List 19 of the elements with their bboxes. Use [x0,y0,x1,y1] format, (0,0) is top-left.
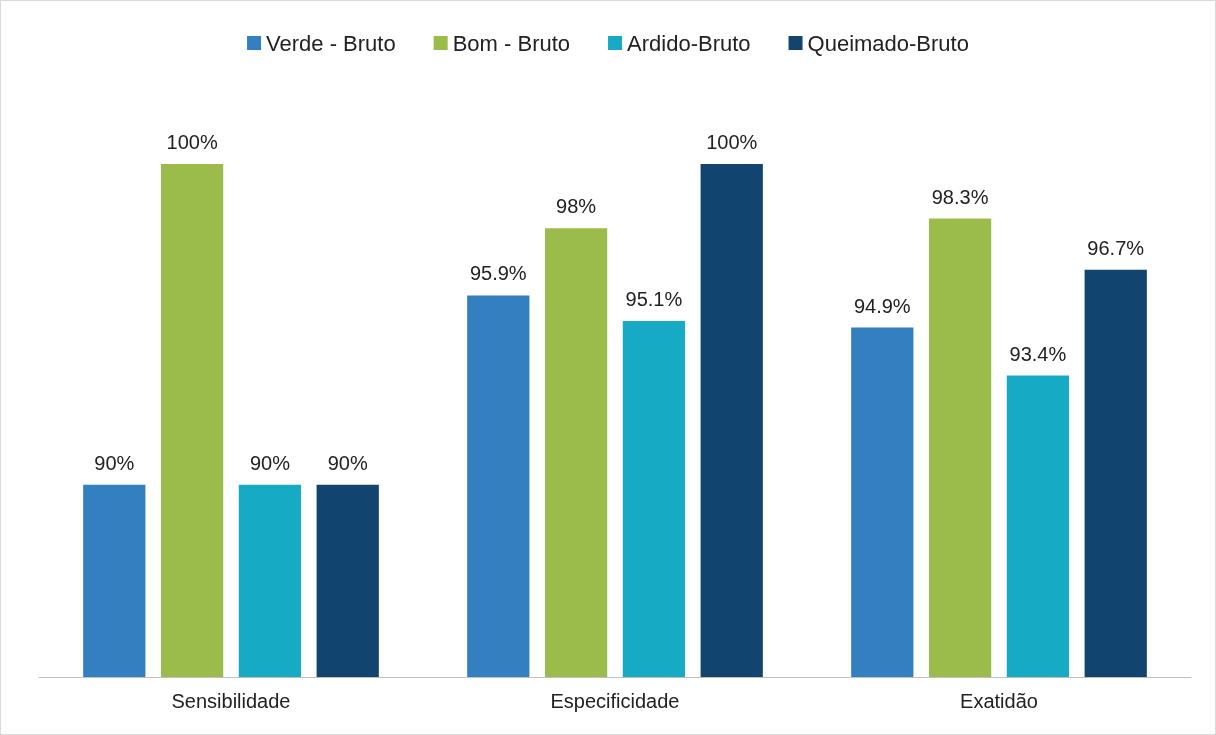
data-label: 100% [166,131,218,153]
data-label: 95.9% [469,262,527,285]
legend-label: Bom - Bruto [452,30,571,56]
legend-label: Verde - Bruto [266,30,396,56]
data-label: 90% [249,451,291,474]
x-tick-label: Exatidão [960,690,1038,712]
data-label: 90% [94,451,135,474]
legend-label: Ardido-Bruto [627,30,751,56]
data-label: 100% [706,131,758,153]
x-tick-label: Especificidade [550,690,680,712]
legend-label: Queimado-Bruto [807,30,969,56]
data-label: 90% [327,451,368,474]
data-label: 93.4% [1009,342,1067,365]
data-label: 94.9% [853,294,911,317]
data-label: 98% [556,195,597,218]
data-label: 98.3% [931,185,989,208]
data-label: 96.7% [1087,236,1145,259]
x-tick-label: Sensibilidade [171,690,291,712]
data-label: 95.1% [625,288,683,311]
